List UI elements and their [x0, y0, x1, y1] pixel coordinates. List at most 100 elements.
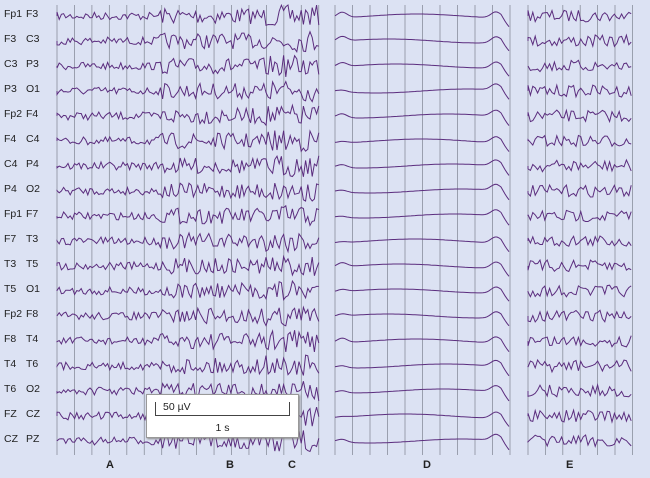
trace-d [334, 311, 510, 327]
channel-label: Fp2 F4 [4, 108, 50, 120]
electrode-1: F4 [4, 133, 17, 145]
channel-label: P4 O2 [4, 183, 50, 195]
trace-e [527, 235, 632, 247]
channel-label: C3 P3 [4, 58, 50, 70]
trace-abc [56, 129, 320, 153]
panel-label-c: C [288, 459, 296, 471]
trace-e [527, 59, 632, 73]
trace-d [334, 286, 510, 302]
electrode-1: P3 [4, 83, 17, 95]
trace-abc [56, 54, 320, 77]
trace-abc [56, 3, 320, 26]
trace-d [334, 35, 510, 52]
electrode-1: F8 [4, 333, 17, 345]
trace-d [334, 411, 510, 427]
electrode-1: Fp1 [4, 208, 23, 220]
channel-label: F8 T4 [4, 333, 50, 345]
trace-abc [56, 231, 320, 254]
trace-abc [56, 30, 319, 53]
trace-d [334, 433, 510, 451]
trace-d [334, 183, 510, 201]
electrode-1: T4 [4, 358, 17, 370]
panel-label-b: B [226, 459, 234, 471]
trace-abc [56, 254, 320, 277]
electrode-2: O1 [26, 83, 41, 95]
electrode-2: O2 [26, 383, 41, 395]
trace-abc [56, 204, 319, 227]
electrode-1: T6 [4, 383, 17, 395]
trace-e [527, 335, 632, 348]
channel-label: C4 P4 [4, 158, 50, 170]
electrode-1: FZ [4, 408, 17, 420]
channel-label: T3 T5 [4, 258, 50, 270]
trace-abc [56, 103, 320, 127]
electrode-2: F7 [26, 208, 39, 220]
electrode-2: T6 [26, 358, 39, 370]
electrode-1: Fp2 [4, 308, 23, 320]
electrode-2: T3 [26, 233, 39, 245]
panel-label-e: E [566, 459, 574, 471]
trace-d [334, 159, 510, 176]
trace-e [527, 9, 632, 24]
trace-e [527, 158, 632, 173]
trace-abc [56, 354, 320, 376]
trace-d [334, 236, 510, 253]
trace-d [334, 359, 510, 377]
trace-e [527, 83, 632, 99]
trace-d [334, 83, 510, 100]
channel-label: T5 O1 [4, 283, 50, 295]
electrode-2: F4 [26, 108, 39, 120]
electrode-1: F3 [4, 33, 17, 45]
electrode-1: T5 [4, 283, 17, 295]
electrode-1: CZ [4, 433, 18, 445]
electrode-2: P3 [26, 58, 39, 70]
electrode-2: P4 [26, 158, 39, 170]
electrode-1: C4 [4, 158, 18, 170]
electrode-1: C3 [4, 58, 18, 70]
electrode-1: F7 [4, 233, 17, 245]
trace-abc [56, 155, 320, 178]
channel-label: T4 T6 [4, 358, 50, 370]
trace-d [334, 385, 510, 402]
trace-d [334, 11, 510, 28]
channel-label: CZ PZ [4, 433, 50, 445]
scale-bar [155, 402, 290, 416]
panel-label-a: A [106, 459, 114, 471]
trace-d [334, 61, 510, 77]
trace-e [527, 383, 632, 398]
electrode-1: P4 [4, 183, 17, 195]
channel-label: F4 C4 [4, 133, 50, 145]
trace-d [334, 109, 510, 126]
trace-abc [56, 279, 319, 301]
trace-abc [56, 80, 320, 103]
scale-bar-box: 50 µV 1 s [146, 394, 299, 438]
trace-e [527, 408, 632, 424]
trace-d [334, 336, 510, 353]
channel-label: P3 O1 [4, 83, 50, 95]
electrode-2: C4 [26, 133, 40, 145]
channel-label: F3 C3 [4, 33, 50, 45]
channel-label: Fp2 F8 [4, 308, 50, 320]
trace-e [527, 134, 632, 148]
channel-label: Fp1 F7 [4, 208, 50, 220]
trace-abc [56, 381, 320, 401]
trace-abc [56, 305, 320, 327]
electrode-1: Fp2 [4, 108, 23, 120]
electrode-2: CZ [26, 408, 40, 420]
panel-label-d: D [423, 459, 431, 471]
trace-e [527, 108, 632, 124]
trace-e [527, 183, 632, 198]
channel-label: FZ CZ [4, 408, 50, 420]
trace-e [527, 358, 632, 374]
electrode-2: F3 [26, 8, 39, 20]
trace-e [527, 33, 632, 49]
trace-abc [56, 182, 319, 202]
trace-d [334, 136, 510, 152]
trace-e [527, 309, 632, 323]
channel-label: Fp1 F3 [4, 8, 50, 20]
electrode-2: T4 [26, 333, 39, 345]
electrode-2: O1 [26, 283, 41, 295]
channel-label: F7 T3 [4, 233, 50, 245]
electrode-2: PZ [26, 433, 40, 445]
trace-e [527, 258, 632, 273]
